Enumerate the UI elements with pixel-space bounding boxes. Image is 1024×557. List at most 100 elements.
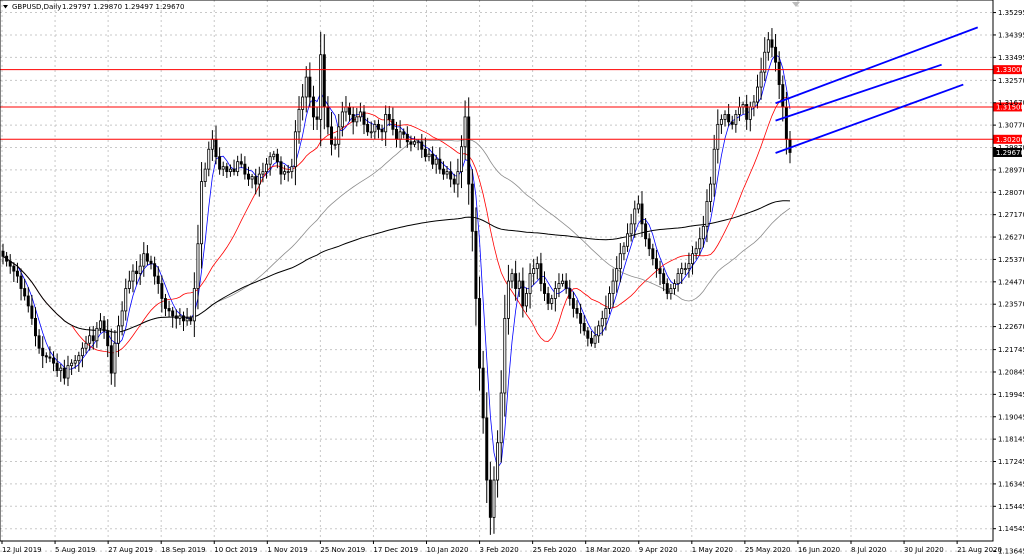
candle-body bbox=[66, 365, 70, 379]
candle bbox=[113, 329, 117, 387]
candle-body bbox=[748, 106, 752, 120]
candle-body bbox=[615, 268, 619, 282]
candle bbox=[506, 264, 510, 335]
channel-line[interactable] bbox=[775, 26, 979, 105]
candle bbox=[254, 168, 258, 195]
candle-body bbox=[70, 362, 74, 367]
candle bbox=[402, 128, 406, 139]
y-tick-label: 1.17245 bbox=[998, 458, 1024, 466]
candle bbox=[247, 166, 250, 186]
chart-shift-marker[interactable] bbox=[792, 2, 800, 7]
candle bbox=[644, 218, 648, 247]
candle-body bbox=[499, 392, 503, 444]
y-tick-label: 1.33495 bbox=[998, 54, 1024, 62]
candle-body bbox=[283, 171, 287, 175]
candle bbox=[756, 74, 759, 109]
candle-body bbox=[441, 168, 445, 175]
candle-body bbox=[532, 268, 536, 275]
x-tick-label: 25 Nov 2019 bbox=[320, 546, 365, 554]
candle bbox=[268, 152, 272, 176]
level-price-tag bbox=[993, 102, 1022, 112]
candle-body bbox=[366, 123, 370, 133]
candle-body bbox=[26, 295, 30, 307]
horizontal-levels: 1.33000 1.31500 1.30200 1.29670 bbox=[0, 65, 1024, 157]
candle-body bbox=[84, 342, 88, 349]
candle-body bbox=[214, 138, 218, 158]
dropdown-arrow-icon[interactable] bbox=[3, 5, 8, 9]
candle-body bbox=[629, 223, 633, 235]
candle-body bbox=[416, 141, 420, 144]
candle-body bbox=[774, 46, 778, 63]
candle bbox=[672, 279, 676, 295]
candle bbox=[485, 392, 489, 503]
candle-body bbox=[102, 320, 106, 332]
candle bbox=[19, 268, 23, 301]
candle-body bbox=[521, 280, 525, 307]
channel-line[interactable] bbox=[775, 63, 942, 122]
candle bbox=[80, 342, 84, 368]
candle bbox=[745, 94, 749, 130]
candle bbox=[629, 213, 633, 242]
candle bbox=[593, 326, 597, 348]
candle bbox=[358, 102, 362, 122]
candle-body bbox=[582, 322, 586, 332]
channel-line[interactable] bbox=[775, 83, 964, 154]
y-tick-label: 1.19945 bbox=[998, 391, 1024, 399]
candle-body bbox=[326, 106, 330, 128]
candle-body bbox=[34, 317, 37, 337]
candle-body bbox=[192, 288, 196, 322]
candle bbox=[59, 364, 63, 382]
candle bbox=[431, 146, 435, 169]
candle-body bbox=[98, 320, 102, 329]
candle-body bbox=[712, 148, 716, 185]
candle bbox=[727, 103, 731, 127]
candle bbox=[734, 109, 738, 133]
candle-body bbox=[618, 253, 622, 270]
candle bbox=[423, 137, 427, 162]
candle-body bbox=[80, 347, 84, 357]
candle bbox=[142, 242, 146, 277]
candle-body bbox=[167, 308, 171, 312]
candle bbox=[676, 268, 680, 292]
candle bbox=[654, 249, 658, 278]
candle-body bbox=[644, 223, 648, 240]
trend-channel bbox=[775, 26, 979, 154]
candle bbox=[196, 224, 200, 310]
candle bbox=[777, 51, 781, 100]
y-tick-label: 1.24470 bbox=[998, 278, 1024, 286]
candle-body bbox=[391, 118, 395, 130]
candle bbox=[647, 233, 651, 257]
candle-body bbox=[719, 118, 723, 125]
level-price-tag bbox=[993, 134, 1022, 144]
candle-body bbox=[106, 330, 110, 347]
candle-body bbox=[333, 143, 337, 146]
y-tick-label: 1.35295 bbox=[998, 9, 1024, 17]
candle-body bbox=[770, 39, 774, 48]
candle-body bbox=[413, 141, 417, 145]
candle bbox=[561, 273, 565, 287]
candle-body bbox=[196, 243, 200, 289]
candle-body bbox=[784, 106, 788, 140]
candle-body bbox=[322, 54, 326, 108]
candle bbox=[575, 300, 579, 319]
candle bbox=[517, 272, 521, 297]
candle bbox=[355, 107, 359, 127]
y-tick-label: 1.23570 bbox=[998, 301, 1024, 309]
candle-body bbox=[611, 280, 615, 294]
candle bbox=[182, 311, 185, 332]
shift-triangle-icon[interactable] bbox=[792, 2, 800, 7]
candle bbox=[683, 262, 687, 276]
candle bbox=[200, 162, 204, 269]
y-tick-label: 1.20845 bbox=[998, 368, 1024, 376]
candle-body bbox=[319, 54, 323, 120]
y-tick-label: 1.14545 bbox=[998, 525, 1024, 533]
x-tick-label: 18 Sep 2019 bbox=[161, 546, 205, 554]
candle-body bbox=[737, 106, 741, 115]
candle-body bbox=[337, 126, 341, 145]
x-tick-label: 3 Feb 2020 bbox=[480, 546, 519, 554]
candle bbox=[543, 271, 546, 301]
candle bbox=[138, 254, 142, 285]
candle-body bbox=[109, 345, 113, 374]
candle-body bbox=[315, 116, 319, 120]
